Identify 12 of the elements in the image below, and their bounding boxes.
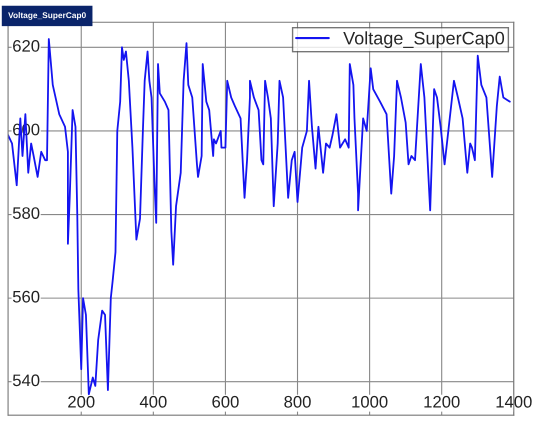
y-tick-label: 540 [12,374,40,386]
y-tick-label: 580 [12,207,40,219]
y-tick-label: 620 [13,40,40,52]
x-tick-label: 1200 [424,396,460,408]
y-tick-label: 560 [12,290,40,303]
x-tick-label: 200 [68,396,94,408]
legend-label: Voltage_SuperCap0 [343,31,504,48]
x-tick-label: 800 [284,396,311,408]
x-tick-label: 1000 [352,396,388,408]
x-tick-label: 400 [140,396,167,408]
x-tick-label: 600 [212,396,239,408]
chart-title: Voltage_SuperCap0 [8,12,86,20]
